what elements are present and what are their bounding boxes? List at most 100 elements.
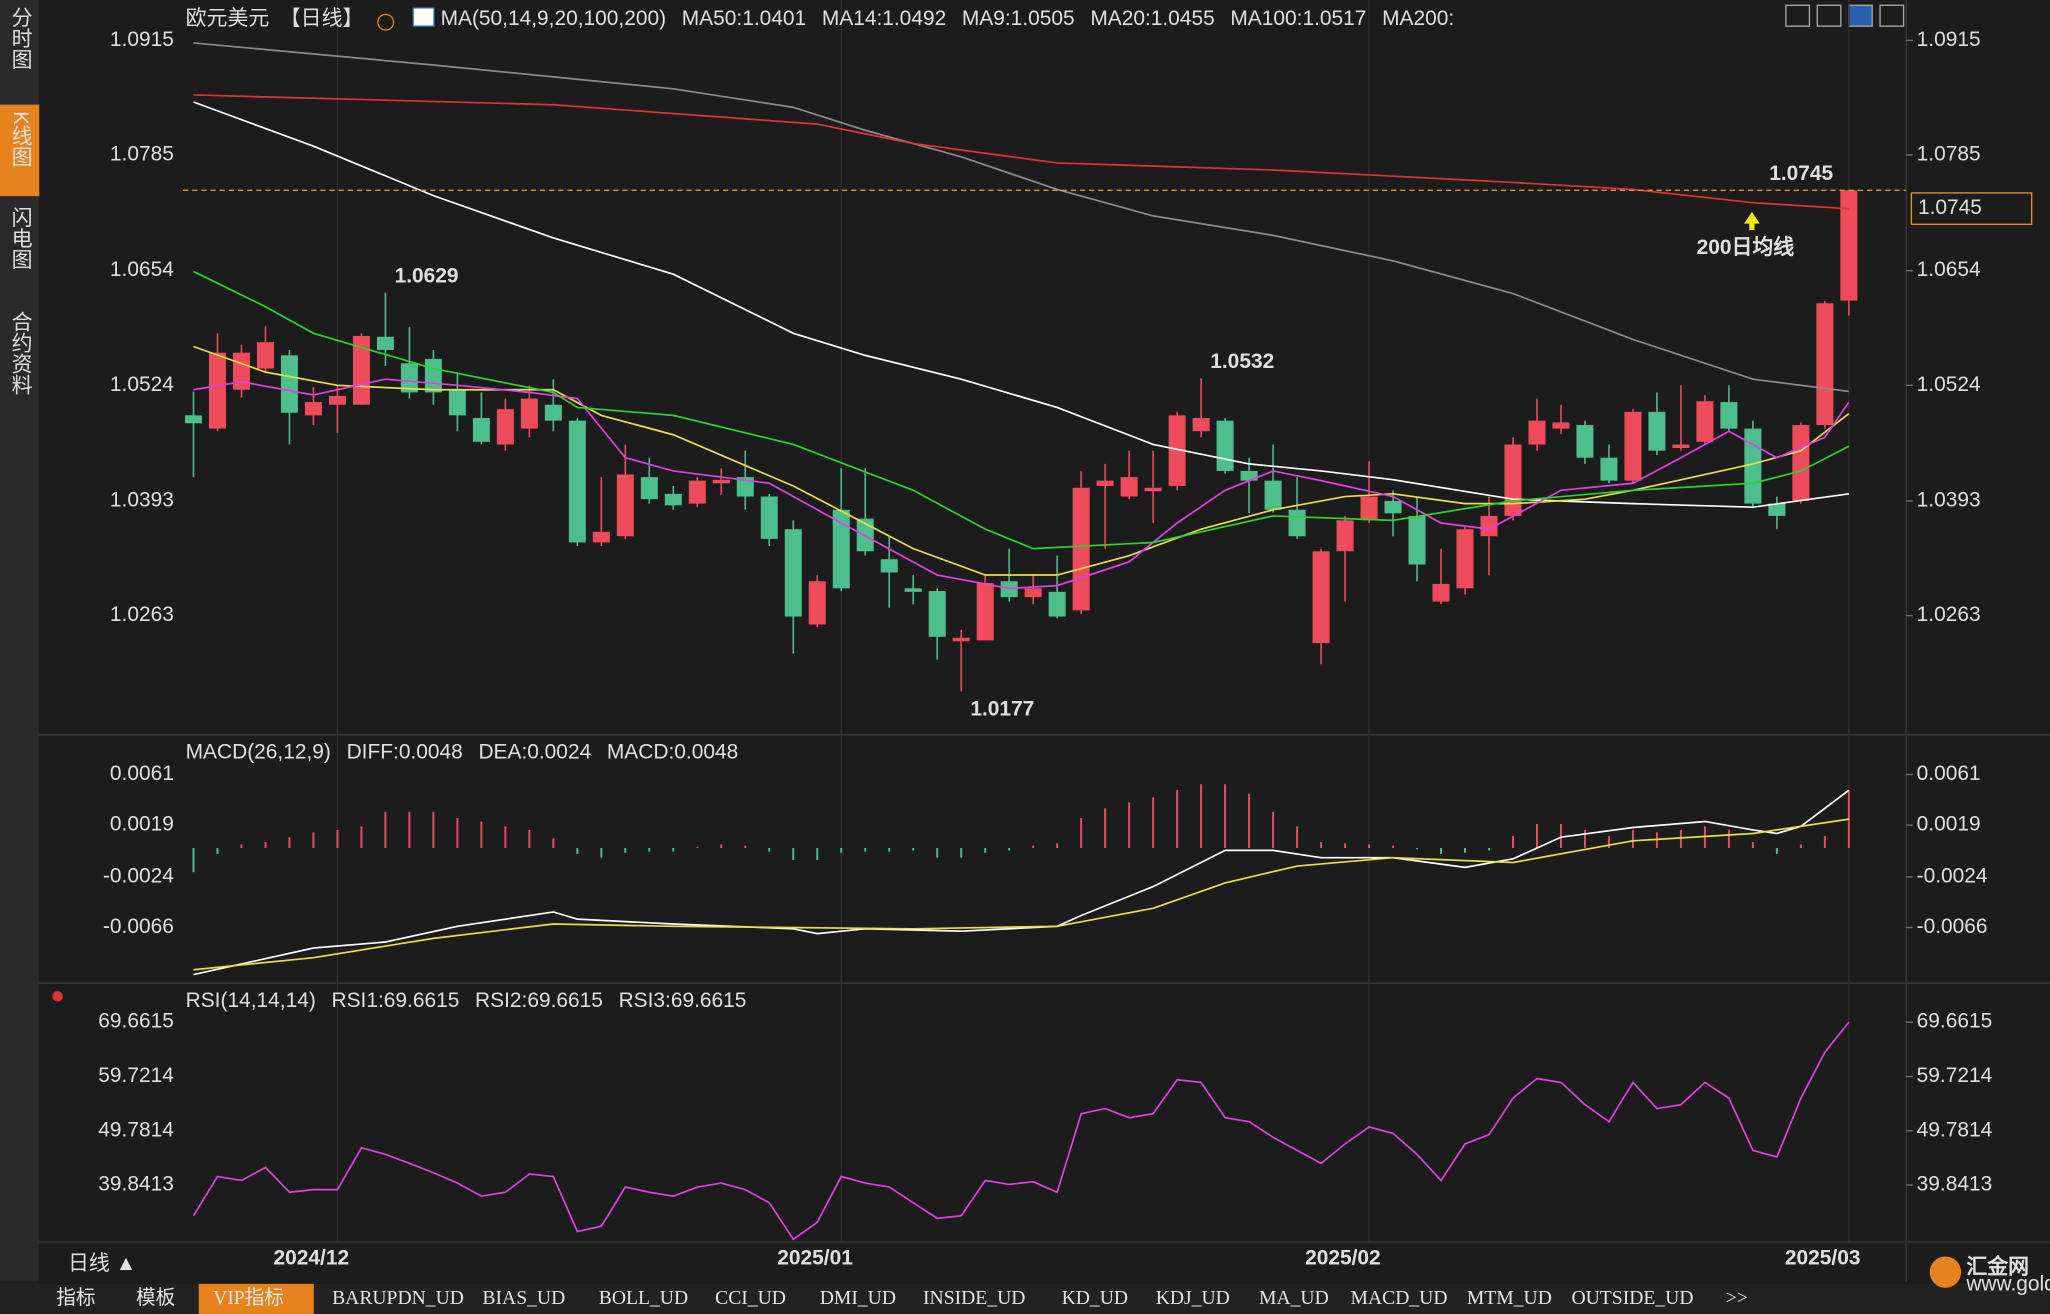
logo-name: 汇金网 [1966,1255,2029,1279]
candle-body [1744,428,1762,504]
sidebar-tab[interactable]: K线图 [9,111,32,167]
candle-body [472,417,490,442]
x-tick-label: 2025/01 [777,1247,853,1270]
bottom-tab[interactable]: MTM_UD [1467,1288,1552,1309]
price-annotation: 1.0745 [1769,162,1833,185]
candle-body [1096,480,1114,486]
bottom-tab[interactable]: INSIDE_UD [923,1288,1025,1309]
candle-body [856,518,874,552]
legend-entry: MACD:0.0048 [607,741,738,764]
candle-body [1048,591,1066,617]
period-button[interactable]: 日线 ▲ [68,1252,136,1275]
bottom-tab[interactable]: KDJ_UD [1156,1288,1230,1309]
candle-body [640,477,658,500]
bottom-tab[interactable]: KD_UD [1062,1288,1128,1309]
line-series [193,94,1849,210]
bottom-tab[interactable]: VIP指标 [213,1287,284,1309]
candle-body [424,358,442,393]
sidebar-tab[interactable]: 合约资料 [9,311,32,395]
candle-body [760,496,778,539]
candle-body [928,590,946,637]
y-tick-label: -0.0024 [103,864,174,887]
toolbar-icons[interactable] [1785,4,1905,27]
candle-body [784,529,802,617]
price-annotation: 1.0177 [970,697,1034,720]
bottom-tab[interactable]: 指标 [56,1287,95,1309]
bottom-bar [0,1283,2050,1314]
y-tick-label: 1.0263 [1917,603,1981,626]
candle-body [568,420,586,543]
candle-body [1648,411,1666,451]
candle-body [808,581,826,625]
bottom-tab[interactable]: MA_UD [1259,1288,1329,1309]
bottom-tab[interactable]: BARUPDN_UD [332,1288,464,1309]
legend-entry: MA200: [1382,7,1454,30]
candle-body [280,355,298,413]
icon[interactable] [1848,4,1873,27]
line-series [193,789,1850,976]
sidebar [0,0,40,1282]
candle-body [256,342,274,369]
sidebar-tab[interactable]: 闪电图 [9,207,32,270]
candle-body [1456,529,1474,589]
icon[interactable] [1785,4,1811,27]
candle-body [736,477,754,497]
candle-body [664,493,682,506]
candle-body [1384,500,1402,514]
candle-body [376,336,394,351]
indicator: MA(50,14,9,20,100,200) [441,7,666,30]
tab-active [198,1283,314,1314]
candle-body [448,389,466,416]
bottom-tab[interactable]: BOLL_UD [599,1288,688,1309]
y-tick-label: 1.0654 [110,258,174,281]
y-tick-label: 1.0915 [110,28,174,51]
candle-body [832,509,850,589]
candle-body [616,474,634,537]
candle-body [904,588,922,592]
logo-url: www.gold678.com [1965,1273,2050,1296]
sidebar-tab[interactable]: 分时图 [9,7,32,70]
legend-entry: DEA:0.0024 [478,741,591,764]
candle-body [952,637,970,642]
price-annotation: 1.0532 [1210,350,1274,373]
y-tick-label: 1.0785 [110,143,174,166]
candle-body [520,398,538,429]
y-tick-label: 1.0393 [1917,488,1981,511]
add-icon[interactable] [377,13,395,31]
legend-entry: DIFF:0.0048 [347,741,463,764]
candle-body [1264,480,1282,510]
y-tick-label: -0.0066 [1917,915,1988,938]
y-tick-label: 1.0654 [1917,258,1981,281]
candle-body [1120,477,1138,497]
bottom-tab[interactable]: 模板 [136,1287,175,1309]
bottom-tab[interactable]: DMI_UD [820,1288,896,1309]
candle-body [1672,444,1690,448]
candle-body [1816,303,1834,426]
y-tick-label: 59.7214 [98,1064,174,1087]
legend-entry: RSI1:69.6615 [331,989,459,1012]
y-tick-label: 1.0393 [110,488,174,511]
x-tick-label: 2025/02 [1305,1247,1381,1270]
candle-body [1768,503,1786,516]
last-price-label: 1.0745 [1918,196,1982,219]
bottom-tab[interactable]: CCI_UD [715,1288,786,1309]
x-tick-label: 2024/12 [274,1247,350,1270]
candle-body [688,480,706,504]
bottom-tab[interactable]: OUTSIDE_UD [1571,1288,1693,1309]
y-tick-label: 0.0061 [110,762,174,785]
candle-body [1240,470,1258,481]
y-tick-label: 0.0019 [1917,813,1981,836]
bottom-tab[interactable]: >> [1726,1288,1748,1309]
icon[interactable] [1816,4,1842,27]
icon[interactable] [1879,4,1905,27]
candle-body [1216,420,1234,471]
indicator: RSI(14,14,14) [186,989,316,1012]
callout: 200日均线 [1697,235,1795,259]
candle-body [1336,520,1354,552]
settings-icon[interactable] [52,991,63,1002]
ma-icon[interactable] [412,7,435,27]
bottom-tab[interactable]: BIAS_UD [482,1288,565,1309]
bottom-tab[interactable]: MACD_UD [1351,1288,1448,1309]
